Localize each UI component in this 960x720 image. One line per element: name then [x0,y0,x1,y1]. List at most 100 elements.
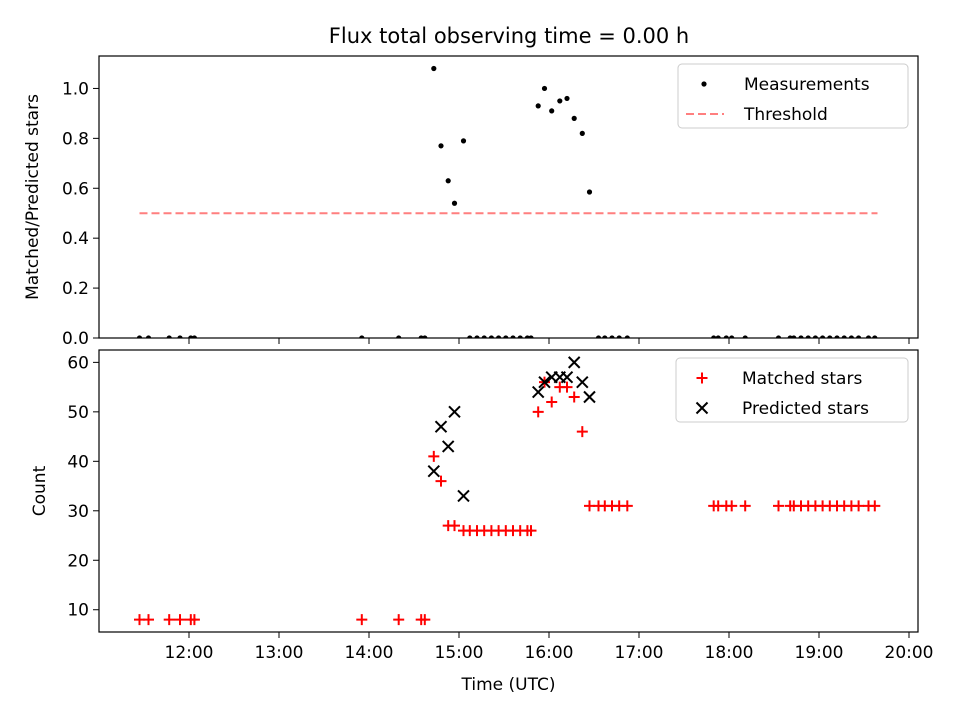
x-tick-label: 20:00 [885,643,934,663]
bottom-axes-count: 10 20 30 40 50 60 12:00 13:00 14:00 15:00 16:00 17:… [30,349,934,695]
predicted-stars-point [427,465,441,478]
matched-stars-point [576,426,588,438]
axes-frame [98,55,919,339]
measurements-point [166,335,172,338]
legend-box [677,63,909,129]
matched-stars-point [163,614,175,626]
measurements-point [510,335,516,338]
measurements-point [798,335,804,338]
matched-stars-point [621,500,633,512]
measurements-point [602,335,608,338]
legend-swatch [695,401,709,415]
measurements-point [775,335,782,338]
measurements-point [145,335,152,338]
legend-label: Threshold [743,105,828,125]
y-tick-label: 0.8 [62,129,89,149]
measurements-point [445,178,451,184]
measurements-point [535,103,541,109]
measurements-point [865,335,872,338]
measurements-point [177,335,183,338]
measurements-point [729,335,735,338]
measurements-point [711,335,717,338]
legend-label: Matched stars [742,369,862,389]
y-tick-label: 50 [67,403,89,423]
plot-area [134,356,881,626]
measurements-point [834,335,840,338]
measurements-point [503,335,509,338]
measurements-point [460,138,467,144]
predicted-stars-point [576,375,589,389]
measurements-point [517,335,523,338]
legend: Measurements Threshold [677,63,909,129]
legend: Matched stars Predicted stars [675,357,909,423]
predicted-stars-point [457,489,470,503]
measurements-point [841,335,847,338]
measurements-point [541,85,548,92]
measurements-point [805,335,811,338]
measurements-point [422,335,428,338]
x-axis-label: Time (UTC) [461,675,556,695]
measurements-point [820,335,826,338]
predicted-stars-point [441,440,455,453]
y-axis-label: Matched/Predicted stars [23,94,43,300]
chart-title: Flux total observing time = 0.00 h [329,24,689,48]
measurements-point [481,335,487,338]
y-tick-label: 0.4 [62,229,89,249]
measurements-point [564,95,570,102]
matched-stars-point [853,500,865,512]
matched-stars-point [773,500,784,512]
predicted-stars-point [560,371,574,384]
measurements-point [528,335,534,338]
matched-stars-point [188,614,200,626]
matched-stars-point [428,450,440,462]
y-tick-label: 60 [67,353,89,373]
measurements-point [549,108,555,114]
measurements-point [624,335,630,338]
x-tick-label: 15:00 [435,643,484,663]
measurements-point [474,335,480,338]
matched-stars-point [435,475,447,487]
measurements-point [586,189,593,195]
y-tick-label: 40 [67,452,89,472]
x-tick-label: 12:00 [165,643,214,663]
y-tick-label: 1.0 [62,79,89,99]
predicted-stars-point [567,356,581,369]
matched-stars-point [726,500,738,512]
measurements-point [872,335,878,338]
measurements-point [848,335,854,338]
matched-stars-point [532,406,544,418]
y-tick-label: 0.6 [62,179,89,199]
matched-stars-point [174,614,186,626]
matched-stars-point [561,381,573,393]
predicted-stars-point [531,385,545,399]
y-tick-label: 30 [67,502,89,522]
legend-box [675,357,909,423]
y-tick-label: 0.0 [62,329,89,349]
matched-stars-point [739,500,751,512]
legend-label: Measurements [744,75,870,95]
measurements-point [856,335,862,338]
x-tick-label: 13:00 [255,643,304,663]
matched-stars-point [525,525,537,537]
predicted-stars-point [538,375,551,389]
x-tick-label: 17:00 [615,643,664,663]
measurements-point [579,130,585,136]
matched-stars-point [419,614,431,626]
measurements-point [715,335,721,338]
top-axes-ratio: 0.0 0.2 0.4 0.6 0.8 1.0 Matched/Predicted star… [23,55,919,349]
x-tick-label: 19:00 [795,643,844,663]
measurements-point [451,200,458,206]
measurements-point [396,335,402,338]
axes-frame [98,349,919,633]
measurements-point [827,335,833,338]
matched-stars-point [393,614,405,626]
x-tick-label: 16:00 [525,643,574,663]
y-axis-label: Count [30,465,50,516]
plot-area [136,65,878,338]
predicted-stars-point [583,390,596,404]
measurements-point [616,335,622,338]
legend-swatch [701,81,707,87]
matched-stars-point [356,614,368,626]
measurements-point [496,335,502,338]
